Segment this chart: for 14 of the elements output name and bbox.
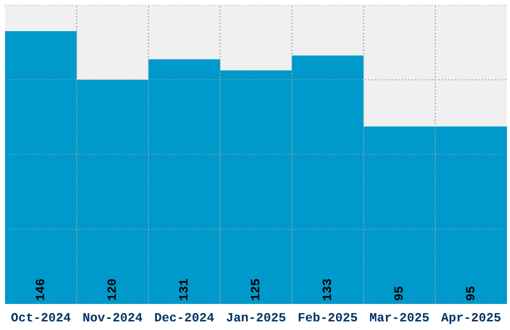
x-tick-label: Nov-2024 (83, 313, 142, 322)
x-tick-label: Feb-2025 (298, 312, 358, 322)
data-label: 133 (322, 279, 332, 300)
x-tick-label: Jan-2025 (226, 313, 286, 322)
x-tick-label: Dec-2024 (155, 313, 214, 322)
data-label: 95 (394, 286, 403, 300)
data-label: 146 (36, 279, 44, 300)
x-tick-label: Apr-2025 (441, 313, 500, 324)
x-tick-label: Mar-2025 (370, 313, 429, 322)
data-label: 120 (107, 279, 116, 300)
data-label: 131 (179, 279, 188, 300)
data-label: 95 (466, 286, 474, 300)
x-tick-label: Oct-2024 (11, 313, 70, 322)
data-label: 125 (250, 279, 260, 300)
